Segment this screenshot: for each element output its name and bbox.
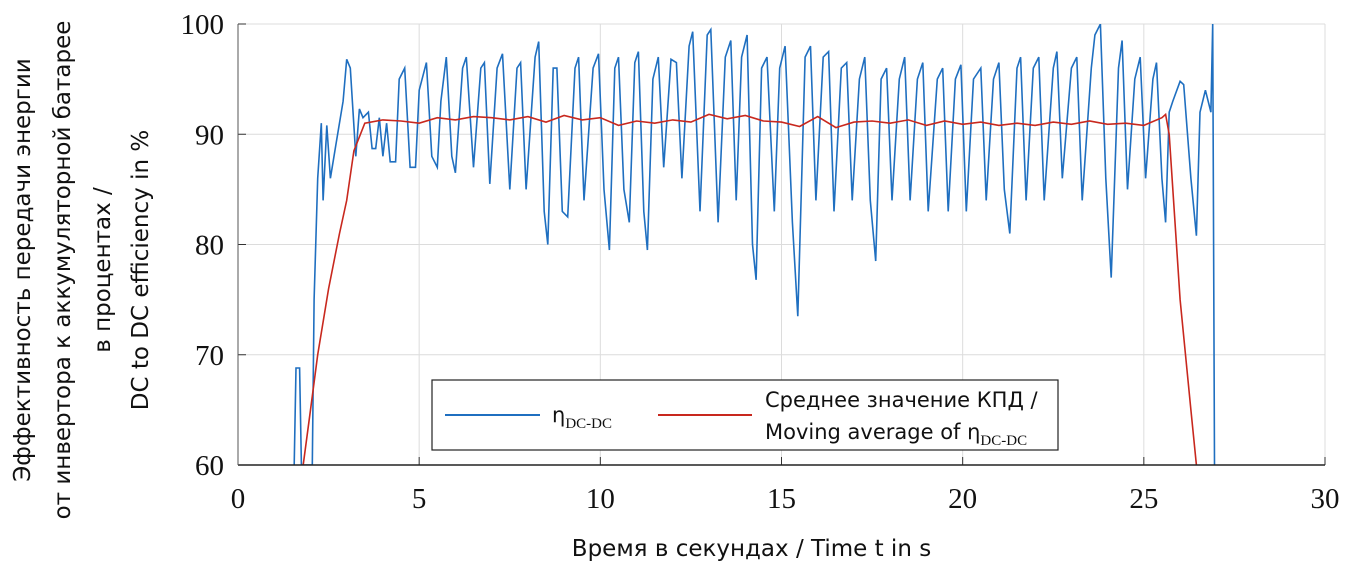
axes: 0 5 10 15 20 25 30 60 70 80 90 100 Время в секундах … [10,9,1340,562]
y-axis-label: Эффективность передачи энергии [10,58,36,482]
y-tick-label: 70 [195,340,224,372]
x-tick-label: 30 [1311,483,1340,515]
y-axis-label: в процентах / [90,187,116,353]
x-axis-label: Время в секундах / Time t in s [572,536,931,562]
x-tick-label: 10 [586,483,615,515]
y-tick-label: 100 [181,9,225,41]
legend-label: Среднее значение КПД / Moving average of … [765,388,1039,449]
y-tick-label: 90 [195,119,224,151]
x-tick-label: 5 [412,483,427,515]
grid [237,23,1326,466]
legend-label: ηDC-DC [552,403,612,432]
x-tick-label: 0 [231,483,246,515]
series-line [302,112,1198,465]
plot-area [293,24,1216,465]
x-tick-label: 15 [767,483,796,515]
y-axis-label: DC to DC efficiency in % [128,130,154,410]
x-tick-label: 20 [948,483,977,515]
y-tick-label: 60 [195,450,224,482]
x-tick-label: 25 [1129,483,1158,515]
y-tick-label: 80 [195,230,224,262]
y-axis-label: от инвертора к аккумуляторной батарее [50,21,76,520]
